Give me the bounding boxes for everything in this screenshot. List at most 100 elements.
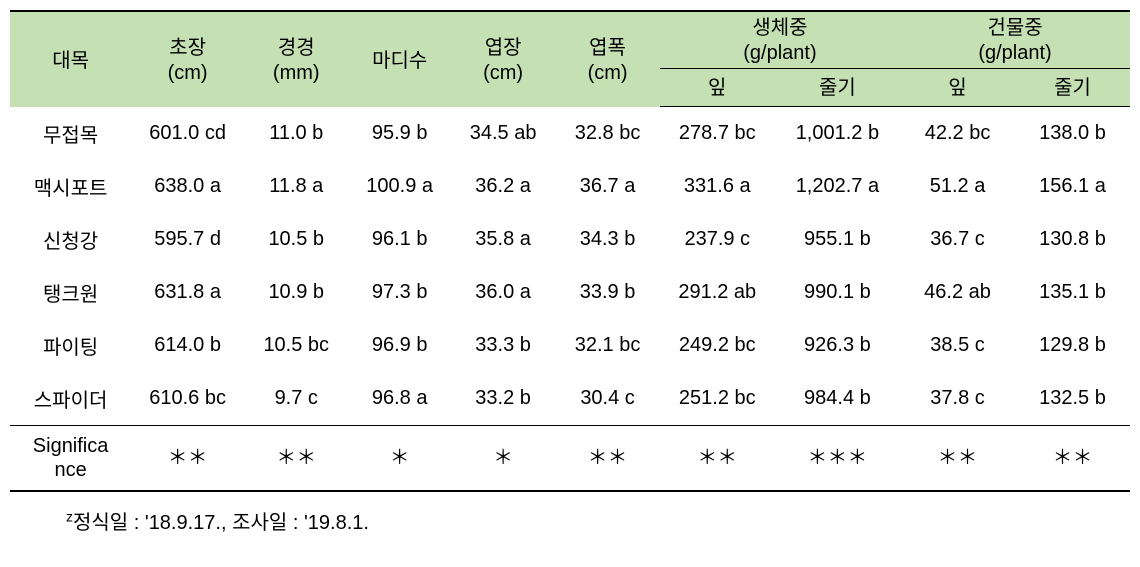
cell: 맥시포트 (10, 160, 131, 213)
col-header-plantheight: 초장 (cm) (131, 11, 244, 107)
cell: 신청강 (10, 213, 131, 266)
col-label: 건물중 (987, 17, 1042, 39)
subcol-fresh-leaf: 잎 (660, 69, 775, 107)
cell: 33.2 b (451, 372, 555, 426)
table-row: 파이팅614.0 b10.5 bc96.9 b33.3 b32.1 bc249.… (10, 319, 1130, 372)
footnote-super: z (66, 508, 73, 524)
significance-cell: ＊＊ (555, 425, 659, 491)
table-row: 신청강595.7 d10.5 b96.1 b35.8 a34.3 b237.9 … (10, 213, 1130, 266)
significance-cell: ＊＊＊ (775, 425, 900, 491)
cell: 36.0 a (451, 266, 555, 319)
table-row: 스파이더610.6 bc9.7 c96.8 a33.2 b30.4 c251.2… (10, 372, 1130, 426)
col-header-leafwidth: 엽폭 (cm) (555, 11, 659, 107)
table-row: 맥시포트638.0 a11.8 a100.9 a36.2 a36.7 a331.… (10, 160, 1130, 213)
cell: 33.9 b (555, 266, 659, 319)
cell: 278.7 bc (660, 107, 775, 160)
cell: 291.2 ab (660, 266, 775, 319)
cell: 631.8 a (131, 266, 244, 319)
significance-cell: ＊ (451, 425, 555, 491)
col-unit: (cm) (483, 62, 523, 84)
cell: 132.5 b (1015, 372, 1130, 426)
cell: 38.5 c (900, 319, 1015, 372)
col-label: 마디수 (372, 50, 427, 72)
cell: 96.1 b (348, 213, 450, 266)
col-label: 엽폭 (589, 37, 626, 59)
cell: 96.8 a (348, 372, 450, 426)
cell: 96.9 b (348, 319, 450, 372)
col-label: 초장 (169, 37, 206, 59)
cell: 955.1 b (775, 213, 900, 266)
data-table: 대목 초장 (cm) 경경 (mm) 마디수 엽장 (cm) 엽폭 (cm) 생체중 (g… (10, 10, 1130, 492)
cell: 156.1 a (1015, 160, 1130, 213)
table-row: 탱크원631.8 a10.9 b97.3 b36.0 a33.9 b291.2 … (10, 266, 1130, 319)
table-body: 무접목601.0 cd11.0 b95.9 b34.5 ab32.8 bc278… (10, 107, 1130, 491)
cell: 138.0 b (1015, 107, 1130, 160)
cell: 10.5 b (244, 213, 348, 266)
cell: 249.2 bc (660, 319, 775, 372)
cell: 파이팅 (10, 319, 131, 372)
cell: 46.2 ab (900, 266, 1015, 319)
col-unit: (cm) (588, 62, 628, 84)
cell: 37.8 c (900, 372, 1015, 426)
cell: 32.1 bc (555, 319, 659, 372)
cell: 36.7 a (555, 160, 659, 213)
col-unit: (g/plant) (743, 42, 816, 64)
cell: 36.2 a (451, 160, 555, 213)
subcol-dry-leaf: 잎 (900, 69, 1015, 107)
cell: 95.9 b (348, 107, 450, 160)
col-header-stemdiam: 경경 (mm) (244, 11, 348, 107)
cell: 100.9 a (348, 160, 450, 213)
cell: 331.6 a (660, 160, 775, 213)
table-row: 무접목601.0 cd11.0 b95.9 b34.5 ab32.8 bc278… (10, 107, 1130, 160)
cell: 34.3 b (555, 213, 659, 266)
cell: 595.7 d (131, 213, 244, 266)
col-unit: (g/plant) (978, 42, 1051, 64)
cell: 251.2 bc (660, 372, 775, 426)
cell: 130.8 b (1015, 213, 1130, 266)
cell: 129.8 b (1015, 319, 1130, 372)
cell: 990.1 b (775, 266, 900, 319)
footnote: z정식일 : '18.9.17., 조사일 : '19.8.1. (10, 492, 1130, 535)
subcol-dry-stem: 줄기 (1015, 69, 1130, 107)
significance-cell: ＊＊ (244, 425, 348, 491)
col-unit: (mm) (273, 62, 320, 84)
cell: 35.8 a (451, 213, 555, 266)
cell: 30.4 c (555, 372, 659, 426)
col-label: 경경 (278, 37, 315, 59)
cell: 33.3 b (451, 319, 555, 372)
cell: 무접목 (10, 107, 131, 160)
cell: 51.2 a (900, 160, 1015, 213)
cell: 10.5 bc (244, 319, 348, 372)
cell: 42.2 bc (900, 107, 1015, 160)
significance-row: Significance＊＊＊＊＊＊＊＊＊＊＊＊＊＊＊＊＊ (10, 425, 1130, 491)
significance-cell: ＊＊ (900, 425, 1015, 491)
cell: 1,202.7 a (775, 160, 900, 213)
cell: 1,001.2 b (775, 107, 900, 160)
cell: 984.4 b (775, 372, 900, 426)
col-header-dryweight: 건물중 (g/plant) (900, 11, 1130, 69)
cell: 9.7 c (244, 372, 348, 426)
cell: 34.5 ab (451, 107, 555, 160)
cell: 610.6 bc (131, 372, 244, 426)
col-label: 엽장 (485, 37, 522, 59)
col-header-rootstock: 대목 (10, 11, 131, 107)
significance-label: Significance (10, 425, 131, 491)
cell: 135.1 b (1015, 266, 1130, 319)
col-label: 대목 (52, 50, 89, 72)
cell: 11.8 a (244, 160, 348, 213)
cell: 36.7 c (900, 213, 1015, 266)
col-header-nodes: 마디수 (348, 11, 450, 107)
cell: 32.8 bc (555, 107, 659, 160)
subcol-fresh-stem: 줄기 (775, 69, 900, 107)
col-unit: (cm) (168, 62, 208, 84)
significance-cell: ＊＊ (1015, 425, 1130, 491)
cell: 614.0 b (131, 319, 244, 372)
cell: 11.0 b (244, 107, 348, 160)
cell: 237.9 c (660, 213, 775, 266)
cell: 10.9 b (244, 266, 348, 319)
cell: 926.3 b (775, 319, 900, 372)
cell: 601.0 cd (131, 107, 244, 160)
significance-cell: ＊＊ (660, 425, 775, 491)
col-label: 생체중 (752, 17, 807, 39)
cell: 탱크원 (10, 266, 131, 319)
